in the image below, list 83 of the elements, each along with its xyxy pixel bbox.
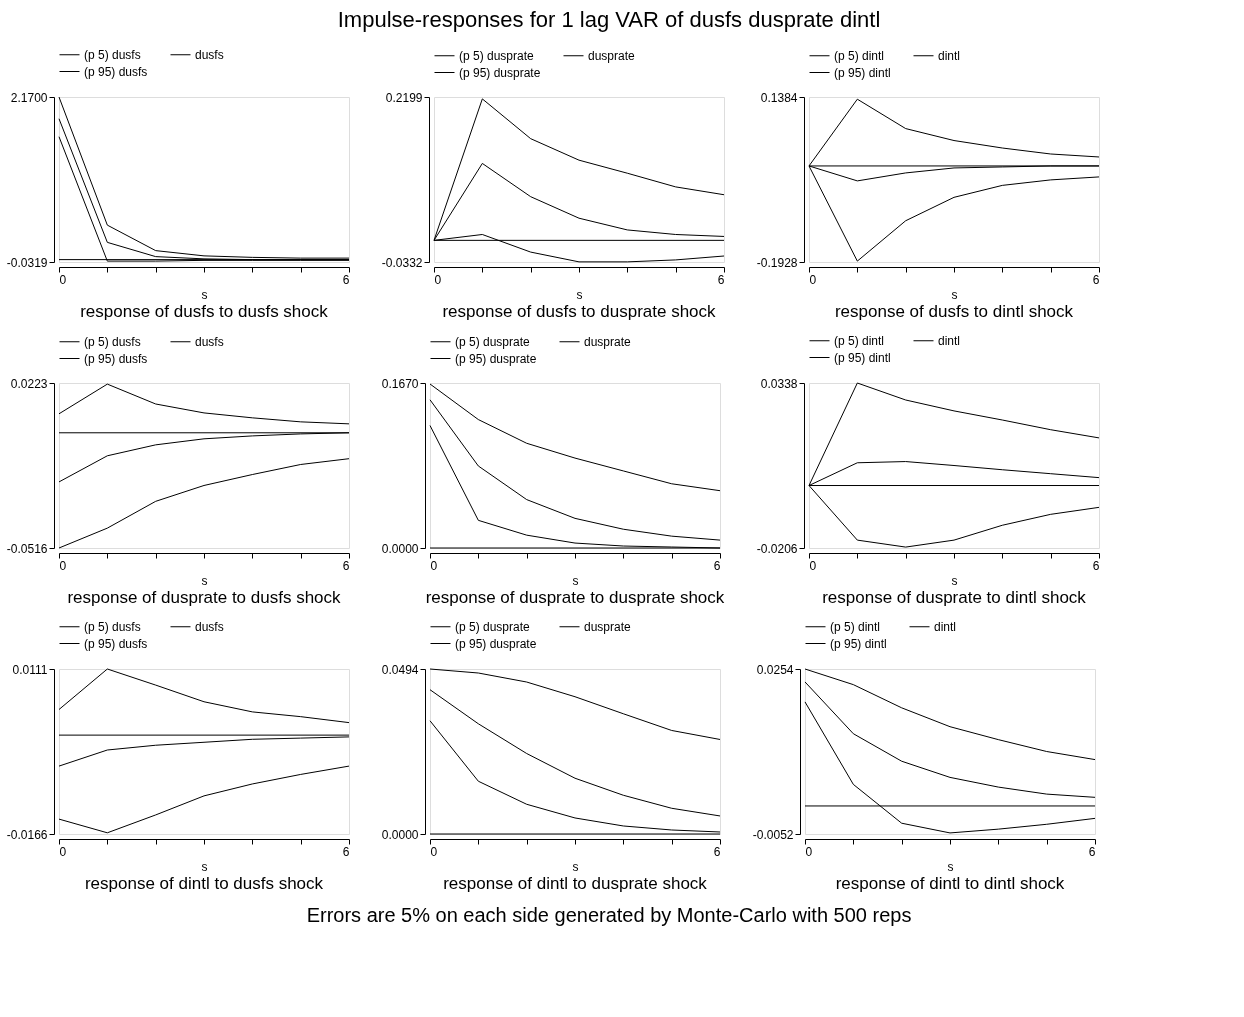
text: response of dusprate to dusfs shock bbox=[67, 588, 342, 607]
y-tick-label: 0.0223 bbox=[10, 376, 48, 391]
y-tick-label: -0.0319 bbox=[6, 255, 48, 270]
y-tick-label: 0.0494 bbox=[381, 662, 419, 677]
x-tick-label: 0 bbox=[59, 272, 67, 287]
y-tick-label: -0.0166 bbox=[6, 827, 48, 842]
legend-label: dintl bbox=[938, 333, 961, 348]
text: response of dintl to dusprate shock bbox=[443, 874, 708, 893]
legend-label: dusprate bbox=[588, 48, 636, 63]
legend-label: (p 5) dusprate bbox=[455, 334, 531, 349]
text: Impulse-responses for 1 lag VAR of dusfs dusprate dintl bbox=[337, 7, 881, 32]
legend-label: (p 5) dintl bbox=[834, 48, 885, 63]
x-axis-title: s bbox=[951, 287, 958, 302]
y-tick-label: 0.1384 bbox=[760, 90, 798, 105]
y-tick-label: 0.0000 bbox=[381, 827, 419, 842]
legend-label: dusfs bbox=[195, 47, 224, 62]
x-tick-label: 6 bbox=[342, 272, 350, 287]
y-tick-label: 2.1700 bbox=[10, 90, 48, 105]
legend-label: dintl bbox=[938, 48, 961, 63]
x-tick-label: 0 bbox=[805, 844, 813, 859]
y-tick-label: -0.0052 bbox=[752, 827, 794, 842]
x-axis-title: s bbox=[201, 573, 208, 588]
legend-label: (p 95) dusprate bbox=[459, 65, 541, 80]
x-tick-label: 6 bbox=[342, 558, 350, 573]
x-tick-label: 0 bbox=[434, 272, 442, 287]
text: response of dusfs to dusprate shock bbox=[442, 302, 717, 321]
x-axis-title: s bbox=[201, 287, 208, 302]
x-tick-label: 0 bbox=[430, 844, 438, 859]
legend-label: (p 95) dusprate bbox=[455, 351, 537, 366]
legend-label: (p 5) dusprate bbox=[455, 619, 531, 634]
y-tick-label: 0.0338 bbox=[760, 376, 798, 391]
x-tick-label: 6 bbox=[713, 558, 721, 573]
x-tick-label: 6 bbox=[713, 844, 721, 859]
text: response of dusfs to dintl shock bbox=[834, 302, 1074, 321]
legend-label: dusprate bbox=[584, 619, 632, 634]
x-tick-label: 0 bbox=[59, 844, 67, 859]
x-tick-label: 6 bbox=[1088, 844, 1096, 859]
legend-label: (p 5) dintl bbox=[830, 619, 881, 634]
legend-label: (p 5) dusfs bbox=[84, 47, 141, 62]
x-axis-title: s bbox=[576, 287, 583, 302]
text: response of dintl to dintl shock bbox=[835, 874, 1065, 893]
y-tick-label: 0.1670 bbox=[381, 376, 419, 391]
x-tick-label: 0 bbox=[59, 558, 67, 573]
x-axis-title: s bbox=[572, 859, 579, 874]
text: response of dintl to dusfs shock bbox=[84, 874, 324, 893]
text: response of dusfs to dusfs shock bbox=[80, 302, 329, 321]
y-tick-label: 0.0111 bbox=[12, 662, 48, 677]
x-tick-label: 0 bbox=[430, 558, 438, 573]
x-tick-label: 0 bbox=[809, 558, 817, 573]
legend-label: dusfs bbox=[195, 619, 224, 634]
y-tick-label: 0.0000 bbox=[381, 541, 419, 556]
text: Errors are 5% on each side generated by Monte-Carlo with 500 reps bbox=[306, 904, 912, 926]
x-axis-title: s bbox=[947, 859, 954, 874]
y-tick-label: -0.0516 bbox=[6, 541, 48, 556]
legend-label: (p 95) dintl bbox=[830, 636, 887, 651]
y-tick-label: -0.1928 bbox=[756, 255, 798, 270]
text: response of dusprate to dintl shock bbox=[822, 588, 1087, 607]
x-tick-label: 6 bbox=[1092, 558, 1100, 573]
legend-label: (p 5) dusfs bbox=[84, 619, 141, 634]
legend-label: (p 5) dusfs bbox=[84, 334, 141, 349]
x-tick-label: 6 bbox=[342, 844, 350, 859]
x-axis-title: s bbox=[201, 859, 208, 874]
y-tick-label: 0.2199 bbox=[385, 90, 423, 105]
legend-label: (p 95) dusfs bbox=[84, 636, 148, 651]
x-tick-label: 6 bbox=[1092, 272, 1100, 287]
y-tick-label: -0.0206 bbox=[756, 541, 798, 556]
legend-label: (p 5) dintl bbox=[834, 333, 885, 348]
legend-label: (p 95) dusfs bbox=[84, 64, 148, 79]
legend-label: (p 95) dintl bbox=[834, 65, 891, 80]
y-tick-label: 0.0254 bbox=[756, 662, 794, 677]
x-axis-title: s bbox=[572, 573, 579, 588]
legend-label: (p 5) dusprate bbox=[459, 48, 535, 63]
y-tick-label: -0.0332 bbox=[381, 255, 423, 270]
legend-label: (p 95) dusfs bbox=[84, 351, 148, 366]
text: response of dusprate to dusprate shock bbox=[425, 588, 725, 607]
x-tick-label: 6 bbox=[717, 272, 725, 287]
x-tick-label: 0 bbox=[809, 272, 817, 287]
x-axis-title: s bbox=[951, 573, 958, 588]
legend-label: (p 95) dusprate bbox=[455, 636, 537, 651]
legend-label: dintl bbox=[934, 619, 957, 634]
legend-label: dusfs bbox=[195, 334, 224, 349]
legend-label: dusprate bbox=[584, 334, 632, 349]
legend-label: (p 95) dintl bbox=[834, 350, 891, 365]
